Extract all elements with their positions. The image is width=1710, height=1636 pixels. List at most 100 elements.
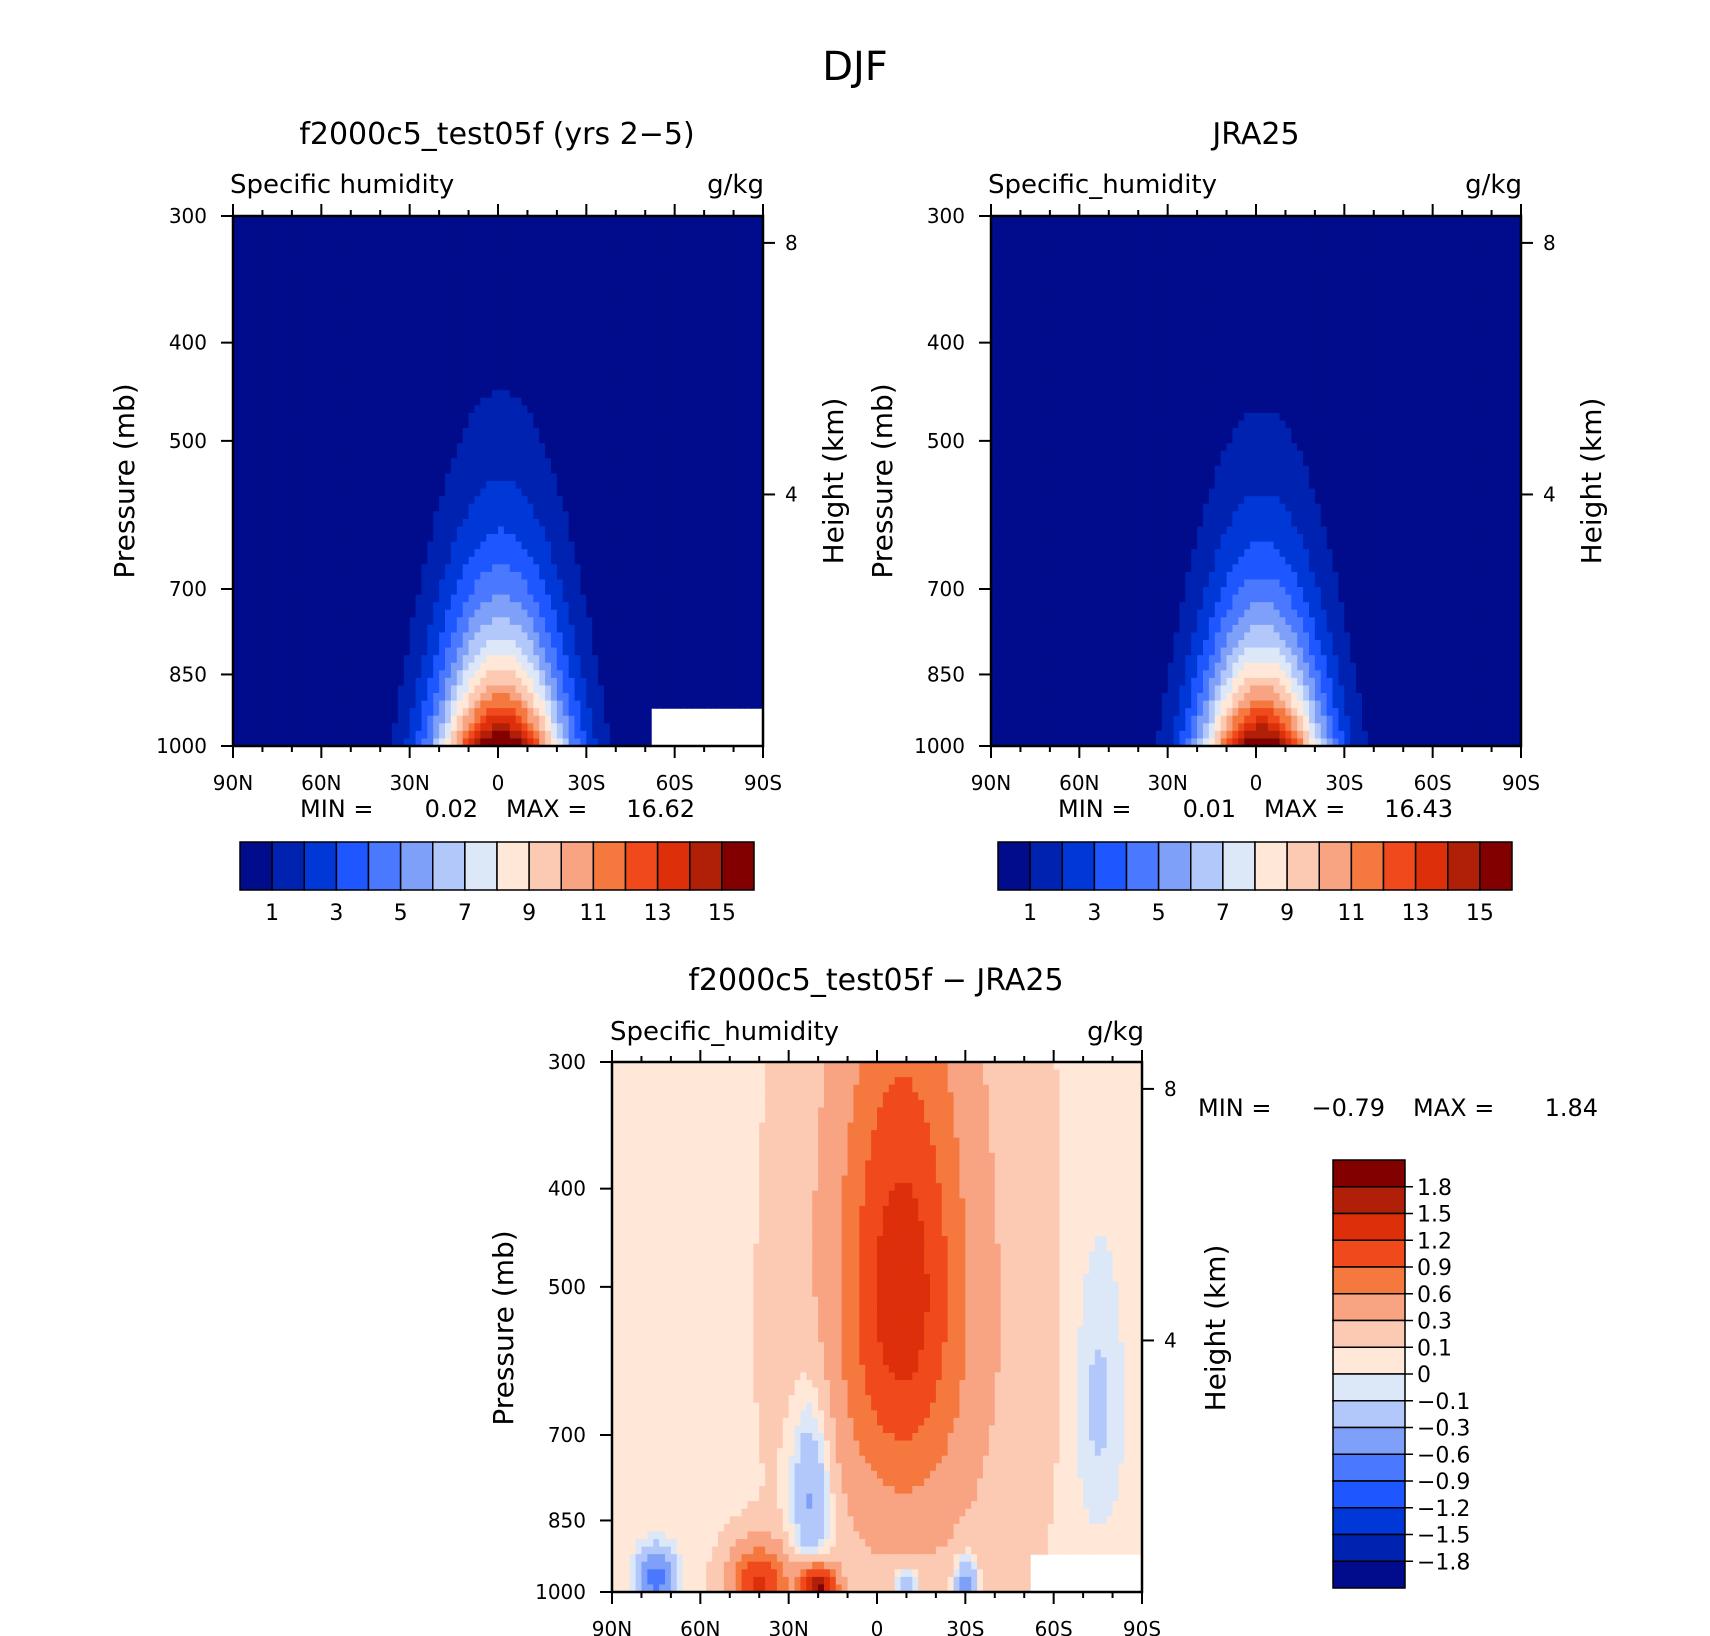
contour-cell <box>445 246 452 255</box>
contour-cell <box>327 269 334 278</box>
contour-cell <box>468 473 476 482</box>
contour-cell <box>498 662 505 671</box>
contour-cell <box>327 617 334 626</box>
contour-cell <box>539 397 546 406</box>
contour-cell <box>456 738 464 747</box>
contour-cell <box>633 359 640 369</box>
contour-cell <box>262 458 269 467</box>
contour-cell <box>509 670 517 679</box>
contour-cell <box>639 609 646 618</box>
contour-cell <box>604 556 611 565</box>
contour-cell <box>274 655 281 664</box>
contour-cell <box>380 359 387 369</box>
contour-cell <box>439 314 446 323</box>
contour-cell <box>344 465 352 475</box>
contour-cell <box>450 390 458 399</box>
contour-cell <box>627 715 635 724</box>
contour-cell <box>568 534 576 543</box>
contour-cell <box>433 390 440 399</box>
contour-cell <box>333 617 340 626</box>
contour-cell <box>556 329 564 338</box>
contour-cell <box>633 314 640 323</box>
contour-cell <box>433 435 440 444</box>
contour-cell <box>362 238 370 247</box>
contour-cell <box>433 617 440 626</box>
contour-cell <box>256 473 264 482</box>
contour-cell <box>291 473 299 482</box>
contour-cell <box>244 518 252 528</box>
contour-cell <box>592 359 599 369</box>
contour-cell <box>268 503 275 512</box>
contour-cell <box>427 541 434 550</box>
contour-cell <box>533 450 540 459</box>
contour-cell <box>262 518 269 528</box>
contour-cell <box>604 397 611 406</box>
contour-cell <box>427 670 434 679</box>
contour-cell <box>433 594 440 603</box>
contour-cell <box>592 594 599 603</box>
contour-cell <box>556 632 564 641</box>
contour-cell <box>527 534 534 543</box>
contour-cell <box>568 609 576 618</box>
contour-cell <box>297 541 305 550</box>
contour-cell <box>362 284 370 293</box>
contour-cell <box>315 556 322 565</box>
contour-cell <box>533 640 540 649</box>
contour-cell <box>339 412 346 422</box>
contour-cell <box>368 647 375 656</box>
contour-cell <box>456 677 464 687</box>
contour-cell <box>556 647 564 656</box>
contour-cell <box>250 693 258 702</box>
contour-cell <box>291 435 299 444</box>
contour-cell <box>362 269 370 278</box>
contour-cell <box>339 723 346 732</box>
contour-cell <box>645 435 652 444</box>
contour-cell <box>233 261 240 270</box>
contour-cell <box>333 299 340 308</box>
contour-cell <box>392 450 399 459</box>
contour-cell <box>486 511 493 520</box>
contour-cell <box>456 299 464 308</box>
contour-cell <box>268 496 275 505</box>
contour-cell <box>368 587 375 596</box>
contour-cell <box>492 609 499 618</box>
contour-cell <box>462 390 470 399</box>
contour-cell <box>274 299 281 308</box>
contour-cell <box>362 390 370 399</box>
contour-cell <box>327 450 334 459</box>
contour-cell <box>356 677 364 687</box>
contour-cell <box>509 708 517 717</box>
contour-cell <box>238 405 246 414</box>
contour-cell <box>433 367 440 376</box>
contour-cell <box>609 344 617 353</box>
contour-cell <box>609 708 617 717</box>
contour-cell <box>545 405 552 414</box>
contour-cell <box>462 723 470 732</box>
contour-cell <box>386 428 393 437</box>
contour-cell <box>468 708 476 717</box>
contour-cell <box>262 647 269 656</box>
contour-cell <box>409 715 417 724</box>
contour-cell <box>250 329 258 338</box>
contour-cell <box>386 624 393 634</box>
contour-cell <box>309 253 317 263</box>
contour-cell <box>509 306 517 316</box>
contour-cell <box>480 337 487 346</box>
contour-cell <box>344 216 352 225</box>
contour-cell <box>474 246 481 255</box>
contour-cell <box>356 564 364 573</box>
contour-cell <box>486 420 493 429</box>
contour-cell <box>503 503 511 512</box>
contour-cell <box>498 443 505 452</box>
contour-cell <box>386 647 393 656</box>
contour-cell <box>492 397 499 406</box>
contour-cell <box>409 397 417 406</box>
contour-cell <box>250 587 258 596</box>
contour-cell <box>586 450 593 459</box>
contour-cell <box>562 662 570 671</box>
contour-cell <box>562 261 570 270</box>
contour-cell <box>509 344 517 353</box>
contour-cell <box>621 465 629 475</box>
contour-cell <box>450 367 458 376</box>
contour-cell <box>303 306 311 316</box>
